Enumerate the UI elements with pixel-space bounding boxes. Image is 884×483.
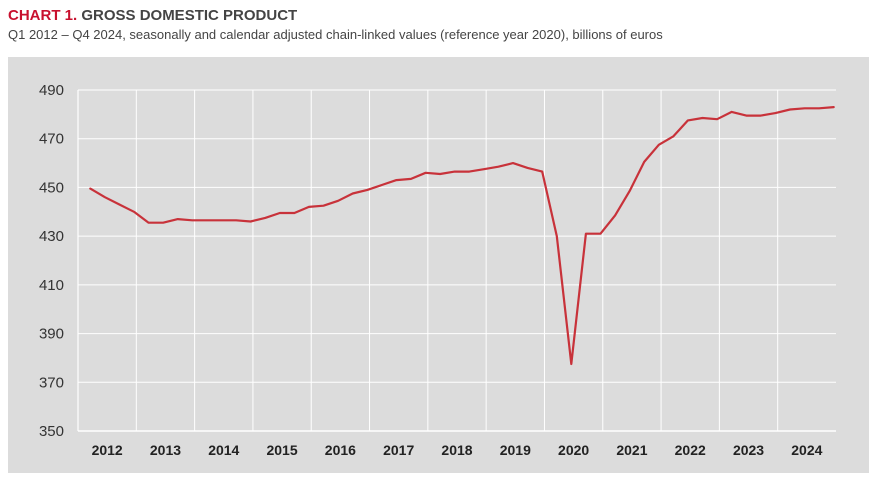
x-tick-label: 2022 <box>675 442 706 458</box>
x-tick-label: 2023 <box>733 442 764 458</box>
y-tick-label: 490 <box>39 82 64 99</box>
x-tick-label: 2018 <box>441 442 472 458</box>
y-tick-label: 370 <box>39 374 64 391</box>
x-tick-label: 2024 <box>791 442 822 458</box>
x-tick-label: 2019 <box>500 442 531 458</box>
x-tick-label: 2012 <box>92 442 123 458</box>
y-tick-label: 470 <box>39 131 64 148</box>
x-tick-label: 2014 <box>208 442 239 458</box>
x-tick-label: 2021 <box>616 442 647 458</box>
y-tick-label: 430 <box>39 228 64 245</box>
gdp-series-line <box>89 105 835 366</box>
axes <box>77 90 836 432</box>
gdp-line-chart: 350 370 390 410 430 450 470 490 2012 2013 2014 2015… <box>39 82 836 458</box>
series-layer <box>89 105 835 366</box>
x-tick-label: 2013 <box>150 442 181 458</box>
chart-number: CHART 1. <box>8 7 78 24</box>
y-tick-label: 450 <box>39 179 64 196</box>
chart-panel: 350 370 390 410 430 450 470 490 2012 2013 2014 2015… <box>8 57 869 473</box>
chart-title-text: GROSS DOMESTIC PRODUCT <box>81 7 298 24</box>
x-tick-label: 2016 <box>325 442 356 458</box>
y-tick-label: 350 <box>39 423 64 440</box>
chart-title: CHART 1. GROSS DOMESTIC PRODUCT <box>8 7 663 25</box>
x-tick-label: 2017 <box>383 442 414 458</box>
y-tick-label: 410 <box>39 277 64 294</box>
y-tick-label: 390 <box>39 326 64 343</box>
chart-header: CHART 1. GROSS DOMESTIC PRODUCT Q1 2012 … <box>8 7 663 44</box>
x-tick-label: 2020 <box>558 442 589 458</box>
gridlines <box>78 89 836 431</box>
tick-labels: 350 370 390 410 430 450 470 490 2012 2013 2014 2015… <box>39 82 823 458</box>
chart-subtitle: Q1 2012 – Q4 2024, seasonally and calend… <box>8 27 663 42</box>
x-tick-label: 2015 <box>266 442 297 458</box>
